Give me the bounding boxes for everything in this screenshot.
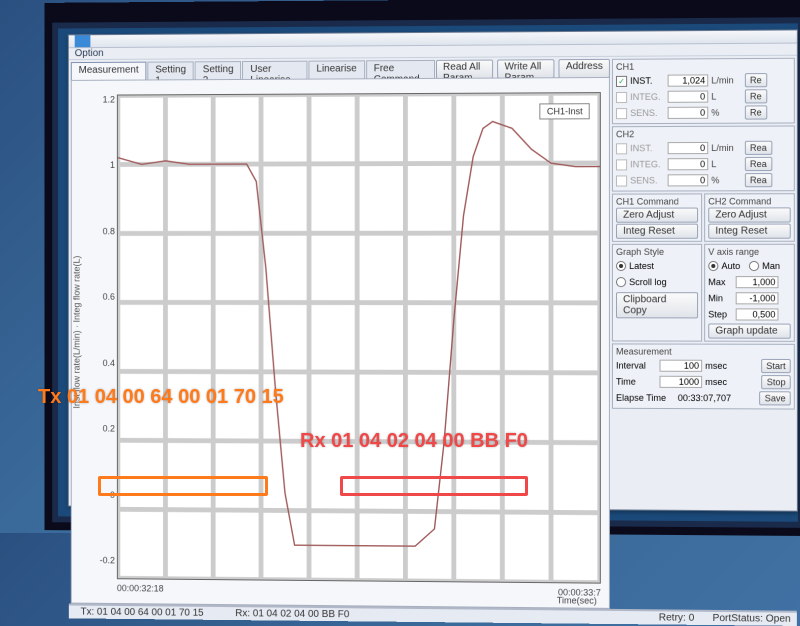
tab-free-command[interactable]: Free Command	[366, 60, 435, 79]
chart-ylabel: Inst flow rate(L/min) · Integ flow rate(…	[72, 81, 90, 583]
chart-plot: CH1-Inst	[117, 92, 601, 584]
ch1-inst-checkbox[interactable]: ✓	[616, 75, 627, 86]
vaxis-auto-radio[interactable]	[708, 261, 718, 271]
ch1-sens-checkbox[interactable]: ✓	[616, 108, 627, 119]
vaxis-group: V axis range Auto Man Max1,000 Min-1,000…	[704, 244, 795, 342]
tab-user-linearise[interactable]: User Linearise	[242, 61, 307, 80]
left-column: Measurement Setting 1 Setting 2 User Lin…	[71, 59, 610, 609]
tab-measurement[interactable]: Measurement	[71, 62, 147, 81]
ch1-integ-btn[interactable]: Re	[745, 89, 767, 103]
ch2-zero-adjust-btn[interactable]: Zero Adjust	[708, 207, 791, 222]
overlay-tx-label: Tx 01 04 00 64 00 01 70 15	[38, 386, 284, 409]
monitor-bezel: Option Measurement Setting 1 Setting 2 U…	[44, 0, 800, 536]
ch1-sens-btn[interactable]: Re	[745, 105, 767, 119]
ch2-sens-btn[interactable]: Rea	[745, 173, 772, 187]
write-all-button[interactable]: Write All Param	[498, 59, 555, 78]
ch1-zero-adjust-btn[interactable]: Zero Adjust	[616, 208, 698, 223]
graph-style-scroll-radio[interactable]	[616, 277, 626, 287]
ch2-sens-checkbox[interactable]: ✓	[616, 175, 627, 186]
tab-setting1[interactable]: Setting 1	[147, 61, 193, 80]
ch2-inst-checkbox[interactable]: ✓	[616, 143, 627, 154]
address-button[interactable]: Address	[559, 59, 610, 78]
ch1-group: CH1 ✓ INST. 1,024 L/min Re ✓ INTEG. 0 L …	[612, 58, 795, 124]
tab-linearise[interactable]: Linearise	[308, 60, 364, 79]
stop-button[interactable]: Stop	[762, 375, 791, 389]
content: Measurement Setting 1 Setting 2 User Lin…	[69, 56, 797, 611]
tab-setting2[interactable]: Setting 2	[195, 61, 242, 80]
save-button[interactable]: Save	[760, 391, 791, 405]
right-column: CH1 ✓ INST. 1,024 L/min Re ✓ INTEG. 0 L …	[612, 58, 795, 611]
ch1-inst-btn[interactable]: Re	[745, 73, 767, 87]
status-tx: Tx: 01 04 00 64 00 01 70 15	[75, 606, 210, 620]
clipboard-copy-btn[interactable]: Clipboard Copy	[616, 292, 698, 318]
chart-panel: Inst flow rate(L/min) · Integ flow rate(…	[71, 77, 610, 609]
graph-update-btn[interactable]: Graph update	[708, 323, 791, 338]
ch1-command-group: CH1 Command Zero Adjust Integ Reset	[612, 193, 702, 241]
chart-yaxis: 1.2 1 0.8 0.6 0.4 0.2 0 -0.2	[89, 81, 116, 584]
start-button[interactable]: Start	[761, 359, 791, 373]
vaxis-step-input[interactable]: 0,500	[736, 308, 779, 320]
overlay-rx-label: Rx 01 04 02 04 00 BB F0	[300, 430, 528, 453]
vaxis-man-radio[interactable]	[749, 261, 759, 271]
ch1-integ-reset-btn[interactable]: Integ Reset	[616, 224, 698, 239]
ch2-integ-btn[interactable]: Rea	[745, 157, 772, 171]
ch2-command-group: CH2 Command Zero Adjust Integ Reset	[704, 193, 795, 242]
menu-option[interactable]: Option	[75, 48, 104, 59]
port-status-value: Open	[766, 613, 791, 624]
ch2-group: CH2 ✓ INST. 0 L/min Rea ✓ INTEG. 0 L Rea	[612, 125, 795, 191]
app-icon	[75, 35, 91, 47]
ch2-inst-btn[interactable]: Rea	[745, 141, 772, 155]
interval-input[interactable]: 100	[660, 360, 703, 372]
time-input[interactable]: 1000	[660, 376, 703, 388]
vaxis-max-input[interactable]: 1,000	[736, 276, 779, 288]
status-rx: Rx: 01 04 02 04 00 BB F0	[229, 607, 355, 621]
chart-xlabel: Time(sec)	[557, 595, 597, 605]
read-all-button[interactable]: Read All Param	[436, 60, 493, 79]
chart-legend: CH1-Inst	[540, 103, 590, 119]
graph-style-latest-radio[interactable]	[616, 261, 626, 271]
ch2-integ-checkbox[interactable]: ✓	[616, 159, 627, 170]
vaxis-min-input[interactable]: -1,000	[736, 292, 779, 304]
graph-style-group: Graph Style Latest Scroll log Clipboard …	[612, 244, 702, 342]
retry-value: 0	[689, 613, 695, 624]
ch1-integ-checkbox[interactable]: ✓	[616, 91, 627, 102]
elapse-time-value: 00:33:07,707	[678, 393, 731, 403]
x-start: 00:00:32:18	[117, 583, 164, 603]
measurement-group: Measurement Interval 100 msec Start Time…	[612, 343, 795, 409]
ch1-inst-value: 1,024	[668, 74, 709, 86]
ch2-integ-reset-btn[interactable]: Integ Reset	[708, 224, 791, 239]
